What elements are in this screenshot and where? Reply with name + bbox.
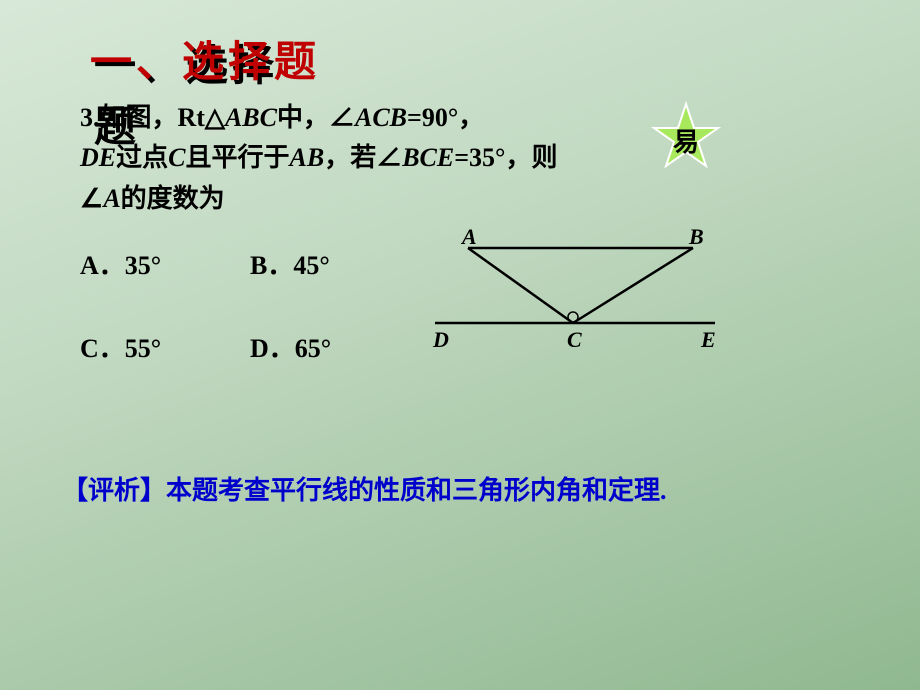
option-row: A．35° B．45° bbox=[80, 245, 420, 282]
section-heading: 一、选择题 一、选择题 bbox=[90, 28, 320, 89]
difficulty-badge: 易 bbox=[650, 100, 722, 172]
label-c: C bbox=[567, 327, 582, 353]
option-d: D．65° bbox=[250, 328, 420, 365]
geometry-figure: A B C D E bbox=[425, 225, 730, 365]
option-b: B．45° bbox=[250, 245, 420, 282]
option-a: A．35° bbox=[80, 245, 250, 282]
heading-text: 一、选择题 bbox=[90, 40, 320, 86]
answer-options: A．35° B．45° C．55° D．65° bbox=[80, 245, 420, 411]
option-c: C．55° bbox=[80, 328, 250, 365]
option-row: C．55° D．65° bbox=[80, 328, 420, 365]
angle-marker bbox=[568, 312, 578, 322]
analysis-body: 本题考查平行线的性质和三角形内角和定理. bbox=[166, 476, 667, 505]
line-ac bbox=[468, 248, 573, 323]
label-a: A bbox=[462, 224, 477, 250]
analysis-label: 【评析】 bbox=[62, 476, 166, 505]
label-d: D bbox=[433, 327, 449, 353]
line-bc bbox=[573, 248, 693, 323]
badge-label: 易 bbox=[650, 122, 722, 159]
label-e: E bbox=[701, 327, 716, 353]
label-b: B bbox=[689, 224, 704, 250]
analysis-text: 【评析】本题考查平行线的性质和三角形内角和定理. bbox=[62, 470, 667, 507]
question-text: 3.如图，Rt△ABC中，∠ACB=90°，DE过点C且平行于AB，若∠BCE=… bbox=[80, 98, 620, 219]
